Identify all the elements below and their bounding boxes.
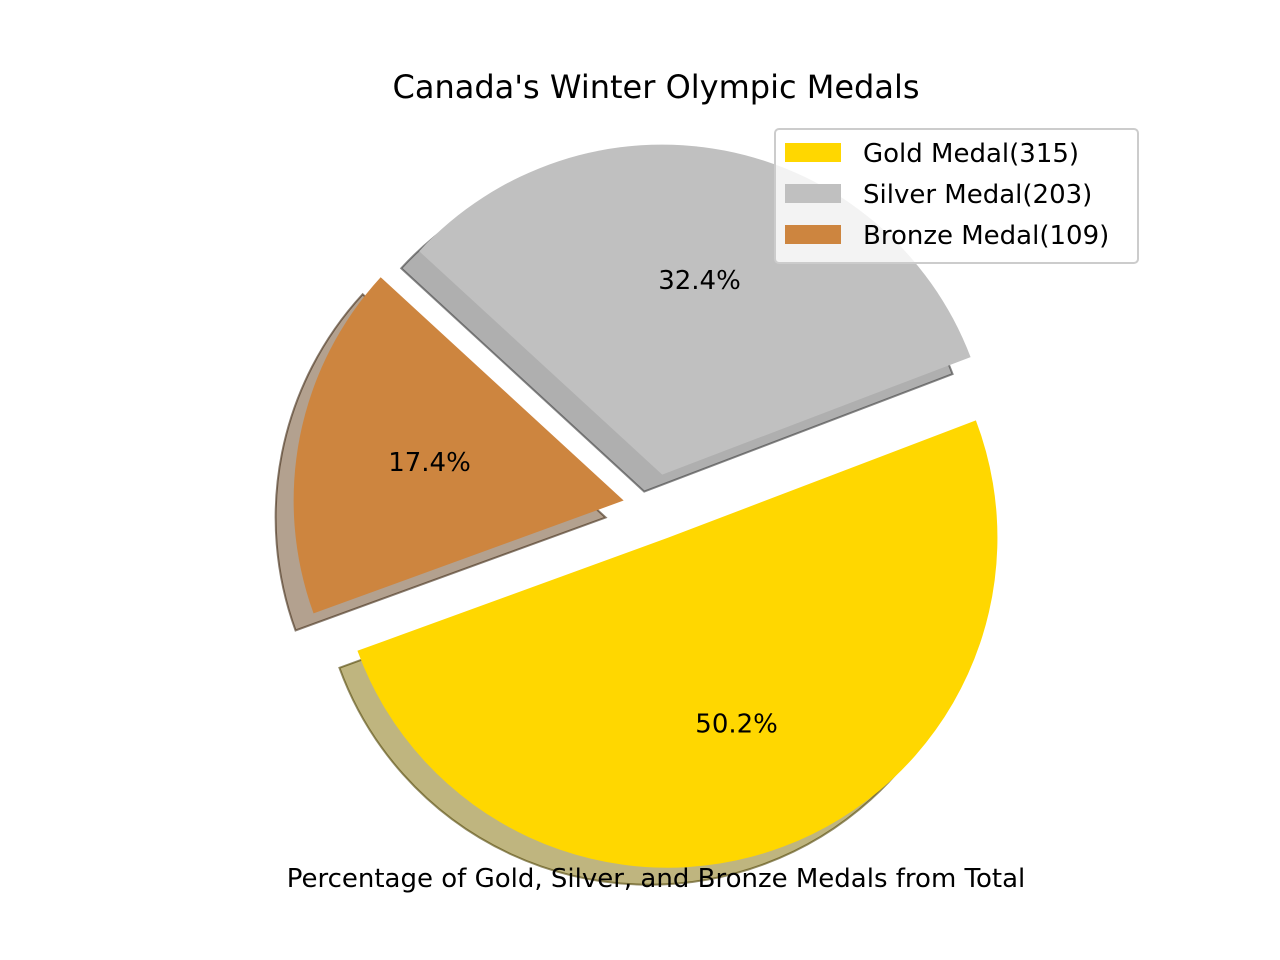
legend-frame	[774, 128, 1139, 264]
x-axis-label: Percentage of Gold, Silver, and Bronze M…	[287, 864, 1026, 894]
slice-percent-label: 17.4%	[388, 448, 471, 478]
legend-label: Silver Medal(203)	[863, 180, 1092, 210]
legend-swatch	[785, 225, 841, 244]
pie-slice-0	[357, 420, 998, 868]
chart-title: Canada's Winter Olympic Medals	[392, 68, 919, 106]
pie-slice-2	[293, 277, 624, 614]
legend-swatch	[785, 184, 841, 203]
legend-swatch	[785, 143, 841, 162]
legend: Gold Medal(315) Silver Medal(203) Bronze M…	[774, 128, 1139, 264]
legend-label: Bronze Medal(109)	[863, 221, 1109, 251]
percent-labels: 50.2% 32.4% 17.4%	[388, 266, 778, 739]
slice-percent-label: 32.4%	[658, 266, 741, 296]
slice-percent-label: 50.2%	[695, 710, 778, 740]
legend-label: Gold Medal(315)	[863, 139, 1079, 169]
